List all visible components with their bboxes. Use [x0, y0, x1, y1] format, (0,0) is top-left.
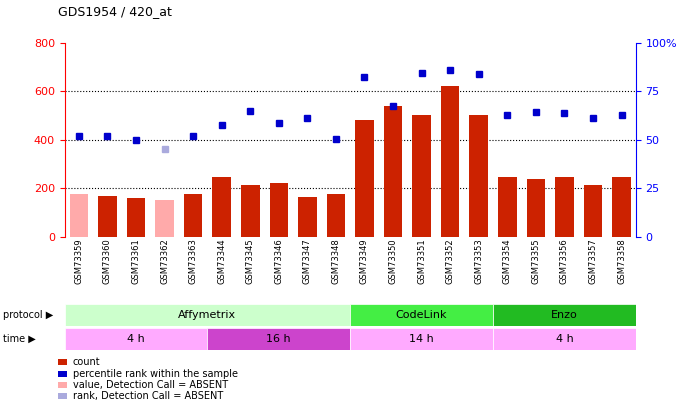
- Text: 14 h: 14 h: [409, 334, 434, 344]
- Text: GDS1954 / 420_at: GDS1954 / 420_at: [58, 5, 171, 18]
- Bar: [355, 120, 374, 237]
- Bar: [350, 328, 493, 350]
- Bar: [493, 328, 636, 350]
- Bar: [155, 200, 174, 237]
- Bar: [126, 198, 146, 237]
- Text: 4 h: 4 h: [127, 334, 145, 344]
- Bar: [298, 197, 317, 237]
- Bar: [326, 194, 345, 237]
- Bar: [65, 328, 207, 350]
- Bar: [98, 196, 117, 237]
- Bar: [269, 183, 288, 237]
- Bar: [184, 194, 203, 237]
- Text: Affymetrix: Affymetrix: [178, 310, 237, 320]
- Bar: [212, 177, 231, 237]
- Bar: [350, 304, 493, 326]
- Bar: [469, 115, 488, 237]
- Bar: [207, 328, 350, 350]
- Text: value, Detection Call = ABSENT: value, Detection Call = ABSENT: [73, 380, 228, 390]
- Bar: [612, 177, 631, 237]
- Bar: [493, 304, 636, 326]
- Text: 4 h: 4 h: [556, 334, 573, 344]
- Text: percentile rank within the sample: percentile rank within the sample: [73, 369, 238, 379]
- Text: rank, Detection Call = ABSENT: rank, Detection Call = ABSENT: [73, 391, 223, 401]
- Bar: [526, 179, 545, 237]
- Bar: [441, 86, 460, 237]
- Text: time ▶: time ▶: [3, 334, 36, 344]
- Bar: [241, 185, 260, 237]
- Text: count: count: [73, 357, 101, 367]
- Text: protocol ▶: protocol ▶: [3, 310, 54, 320]
- Bar: [69, 194, 88, 237]
- Bar: [555, 177, 574, 237]
- Bar: [384, 106, 403, 237]
- Text: CodeLink: CodeLink: [396, 310, 447, 320]
- Bar: [583, 185, 602, 237]
- Text: 16 h: 16 h: [267, 334, 291, 344]
- Bar: [412, 115, 431, 237]
- Text: Enzo: Enzo: [551, 310, 578, 320]
- Bar: [498, 177, 517, 237]
- Bar: [65, 304, 350, 326]
